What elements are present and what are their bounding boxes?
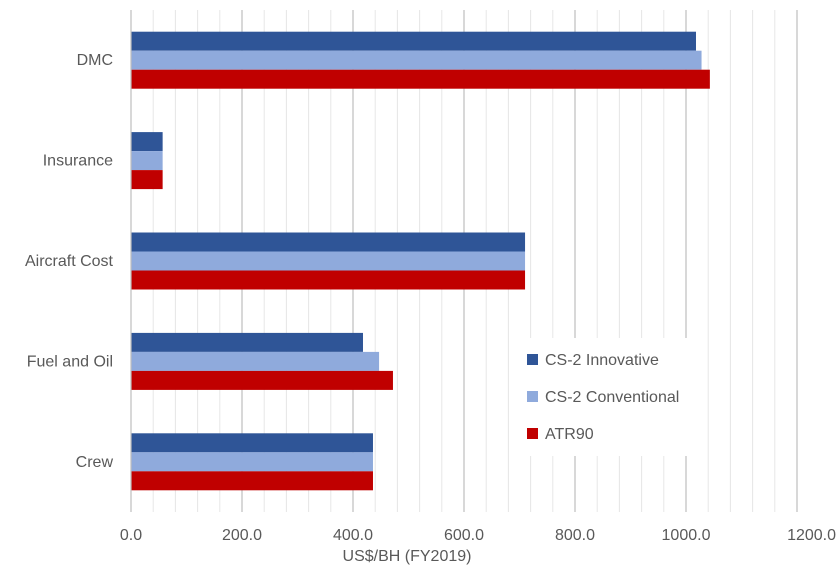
category-label: DMC bbox=[77, 52, 113, 69]
bar-cs-2-conventional-crew bbox=[131, 452, 373, 472]
legend-label: ATR90 bbox=[545, 426, 594, 443]
legend-label: CS-2 Conventional bbox=[545, 389, 679, 406]
x-tick-label: 600.0 bbox=[444, 527, 484, 544]
bar-cs-2-conventional-insurance bbox=[131, 151, 163, 171]
category-label: Aircraft Cost bbox=[25, 253, 114, 270]
category-label: Crew bbox=[76, 454, 114, 471]
category-label: Insurance bbox=[43, 153, 113, 170]
x-tick-label: 1200.0 bbox=[787, 527, 836, 544]
x-tick-label: 200.0 bbox=[222, 527, 262, 544]
x-tick-label: 800.0 bbox=[555, 527, 595, 544]
bar-cs-2-conventional-fuel-and-oil bbox=[131, 351, 380, 371]
bar-atr90-insurance bbox=[131, 170, 163, 190]
category-labels: DMC Insurance Aircraft Cost Fuel and Oil Cre… bbox=[25, 52, 114, 471]
legend: CS-2 Innovative CS-2 Conventional ATR90 bbox=[514, 338, 704, 456]
bar-cs-2-innovative-aircraft-cost bbox=[131, 232, 526, 252]
bars bbox=[131, 31, 710, 491]
bar-cs-2-conventional-aircraft-cost bbox=[131, 251, 526, 271]
bar-atr90-fuel-and-oil bbox=[131, 370, 393, 390]
bar-cs-2-innovative-dmc bbox=[131, 31, 696, 51]
bar-cs-2-innovative-fuel-and-oil bbox=[131, 332, 363, 352]
bar-cs-2-conventional-dmc bbox=[131, 50, 702, 70]
x-tick-label: 1000.0 bbox=[662, 527, 711, 544]
x-tick-label: 0.0 bbox=[120, 527, 142, 544]
x-tick-label: 400.0 bbox=[333, 527, 373, 544]
bar-cs-2-innovative-insurance bbox=[131, 132, 163, 152]
legend-background bbox=[514, 338, 704, 456]
x-axis-title: US$/BH (FY2019) bbox=[343, 548, 472, 565]
legend-label: CS-2 Innovative bbox=[545, 352, 659, 369]
legend-swatch bbox=[527, 428, 538, 439]
legend-swatch bbox=[527, 354, 538, 365]
bar-cs-2-innovative-crew bbox=[131, 433, 373, 453]
x-tick-labels: 0.0 200.0 400.0 600.0 800.0 1000.0 1200.0 bbox=[120, 527, 836, 544]
legend-swatch bbox=[527, 391, 538, 402]
bar-atr90-crew bbox=[131, 471, 373, 491]
bar-atr90-dmc bbox=[131, 69, 710, 89]
category-label: Fuel and Oil bbox=[27, 353, 113, 370]
bar-atr90-aircraft-cost bbox=[131, 270, 526, 290]
